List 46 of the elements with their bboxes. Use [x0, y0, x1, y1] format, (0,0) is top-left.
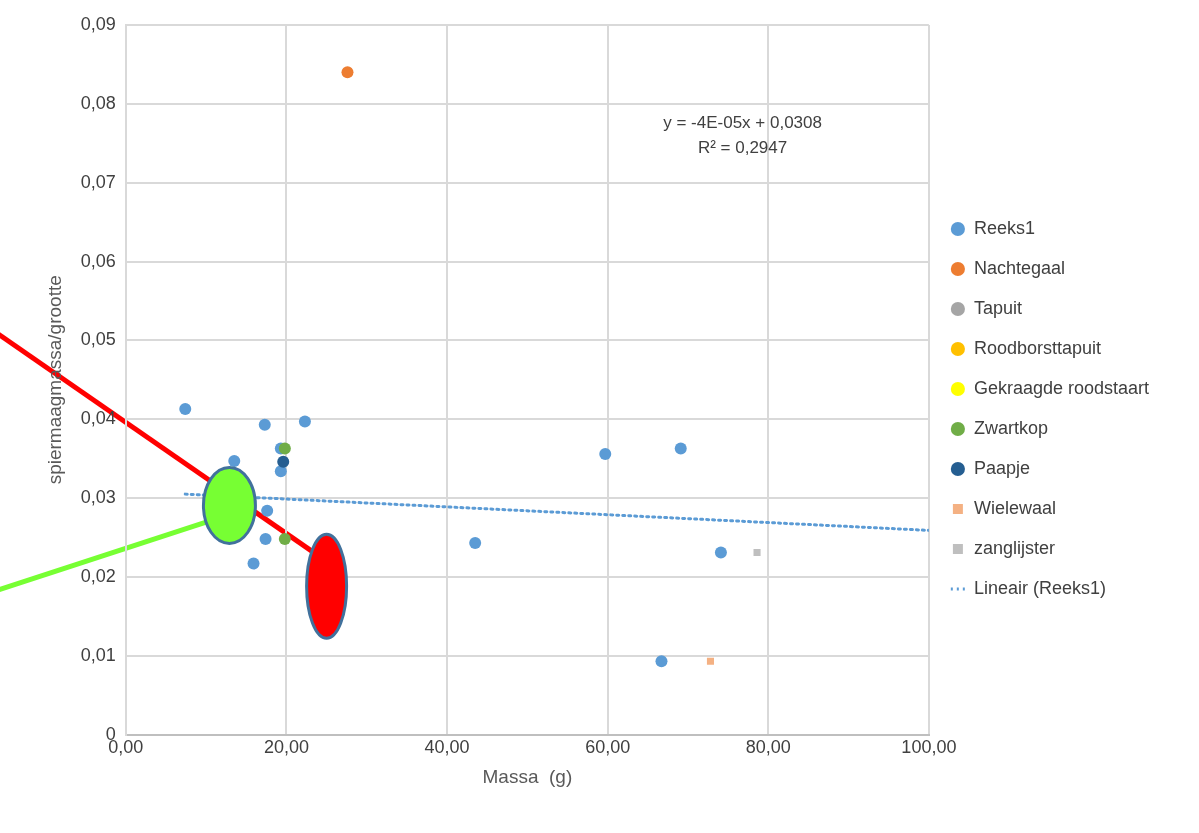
y-axis-title: spiermaagmassa/grootte	[43, 275, 65, 485]
point	[674, 442, 687, 455]
y-tick-label: 0,03	[80, 487, 116, 508]
y-tick-label: 0,04	[80, 408, 116, 429]
point	[599, 447, 612, 460]
y-tick-label: 0,06	[80, 250, 116, 271]
point	[261, 504, 274, 517]
legend-label: Zwartkop	[973, 417, 1048, 438]
legend-label: zanglijster	[973, 537, 1055, 558]
point	[655, 655, 668, 668]
legend-label: Reeks1	[973, 217, 1035, 238]
y-tick-label: 0,02	[80, 565, 116, 586]
point	[753, 548, 761, 557]
point	[277, 455, 290, 468]
point	[714, 546, 727, 559]
point	[247, 557, 260, 570]
y-tick-label: 0,05	[80, 329, 116, 350]
point	[179, 402, 192, 415]
legend-label: Gekraagde roodstaart	[973, 377, 1149, 398]
y-tick-label: 0,01	[80, 644, 116, 665]
y-tick-label: 0,07	[80, 171, 116, 192]
x-tick-label: 40,00	[424, 737, 470, 758]
point	[278, 442, 291, 455]
legend-label: Nachtegaal	[973, 257, 1065, 278]
legend-label: Lineair (Reeks1)	[973, 577, 1106, 598]
x-tick-label: 80,00	[745, 737, 791, 758]
point	[258, 418, 271, 431]
point	[228, 455, 241, 468]
annotation: y = -4E-05x + 0,0308	[663, 113, 822, 133]
legend-label: Wielewaal	[973, 497, 1056, 518]
legend-label: Tapuit	[973, 297, 1022, 318]
point	[259, 533, 272, 546]
point	[341, 66, 354, 79]
y-tick-label: 0,09	[80, 13, 116, 34]
point	[298, 415, 311, 428]
x-tick-label: 100,00	[901, 737, 957, 758]
x-tick-label: 20,00	[263, 737, 309, 758]
point	[278, 533, 291, 546]
annotation: R² = 0,2947	[697, 138, 788, 158]
x-tick-label: 60,00	[585, 737, 631, 758]
point	[469, 537, 482, 550]
legend-label: Roodborsttapuit	[973, 337, 1101, 358]
x-axis-title: Massa (g)	[482, 765, 573, 787]
point	[706, 657, 714, 665]
legend-label: Paapje	[973, 457, 1030, 478]
y-tick-label: 0,08	[80, 92, 116, 113]
